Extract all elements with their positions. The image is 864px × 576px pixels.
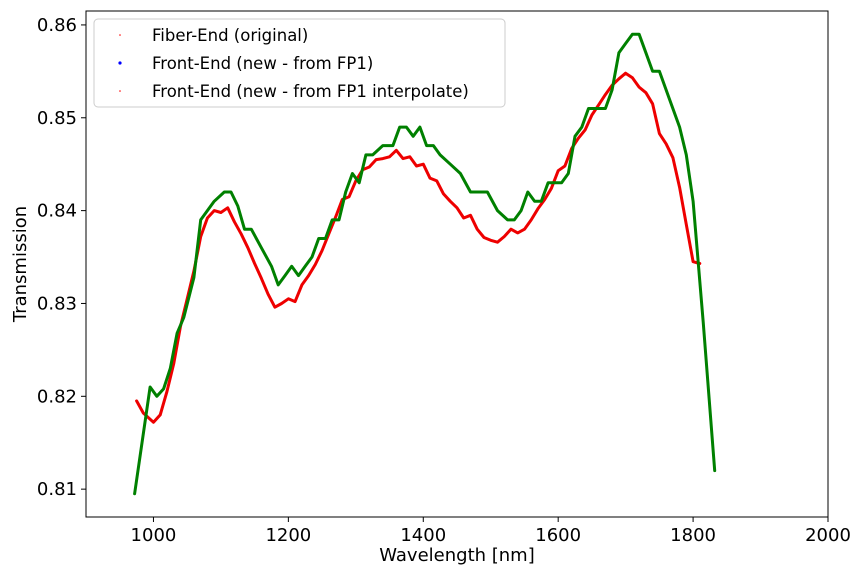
x-tick-label: 1000 (131, 525, 177, 546)
y-axis: 0.81 0.82 0.83 0.84 0.85 0.86 (37, 15, 86, 500)
x-tick-label: 1200 (265, 525, 311, 546)
legend: Fiber-End (original) Front-End (new - fro… (93, 18, 506, 108)
x-tick-label: 1800 (670, 525, 716, 546)
x-axis-label: Wavelength [nm] (379, 545, 535, 566)
legend-box (93, 18, 506, 108)
legend-label: Front-End (new - from FP1 interpolate) (152, 82, 469, 101)
y-axis-label: Transmission (10, 206, 31, 323)
y-tick-label: 0.86 (37, 15, 77, 36)
legend-marker (118, 61, 122, 65)
series-layer (133, 32, 717, 496)
series-line-1 (135, 71, 702, 424)
x-tick-label: 1600 (535, 525, 581, 546)
series-line-2 (133, 32, 717, 496)
legend-label: Front-End (new - from FP1) (152, 54, 373, 73)
y-tick-label: 0.82 (37, 386, 77, 407)
legend-marker (119, 34, 121, 36)
y-tick-label: 0.84 (37, 201, 77, 222)
y-tick-label: 0.85 (37, 108, 77, 129)
legend-marker (119, 90, 121, 92)
legend-label: Fiber-End (original) (152, 26, 308, 45)
y-tick-label: 0.81 (37, 479, 77, 500)
y-tick-label: 0.83 (37, 293, 77, 314)
plot-frame (85, 10, 829, 518)
x-tick-label: 2000 (805, 525, 851, 546)
x-tick-label: 1400 (400, 525, 446, 546)
x-axis: 1000 1200 1400 1600 1800 2000 (131, 517, 851, 546)
